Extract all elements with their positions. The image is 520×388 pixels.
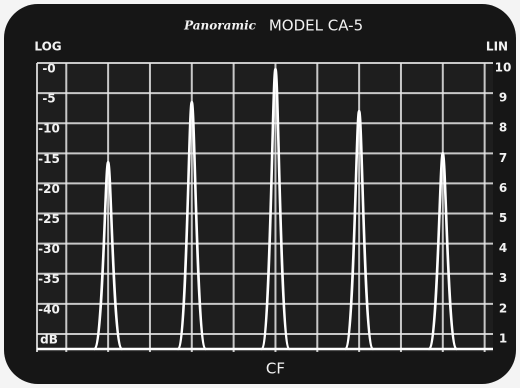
y-tick-label: -35 [38, 272, 60, 286]
y-tick-label: dB [40, 332, 58, 346]
y2-tick-label: 4 [499, 241, 507, 255]
y2-tick-label: 2 [499, 301, 507, 315]
y2-tick-label: 9 [499, 91, 507, 105]
analyzer-screen: Panoramic MODEL CA-5 LOG LIN -0 -5 -10 -15 -… [0, 0, 520, 388]
y-tick-label: -0 [42, 62, 55, 76]
y-tick-label: -10 [38, 122, 60, 136]
y-tick-label: -5 [42, 92, 55, 106]
chart-title: MODEL CA-5 [269, 17, 363, 35]
y-tick-label: -40 [38, 302, 60, 316]
x-tick-label: CF [266, 360, 285, 378]
y2-axis-label: LIN [486, 40, 508, 54]
brand: Panoramic [183, 19, 257, 33]
y-tick-label: -20 [38, 182, 60, 196]
y2-tick-label: 1 [499, 331, 507, 345]
y2-tick-label: 3 [499, 271, 507, 285]
y2-tick-label: 8 [499, 121, 507, 135]
y-axis-label: LOG [34, 40, 61, 54]
y2-tick-label: 6 [499, 181, 507, 195]
y2-tick-label: 7 [499, 151, 507, 165]
y2-tick-label: 10 [495, 61, 512, 75]
y-tick-label: -25 [38, 212, 60, 226]
y-tick-label: -15 [38, 152, 60, 166]
y2-tick-label: 5 [499, 211, 507, 225]
y-tick-label: -30 [38, 242, 60, 256]
